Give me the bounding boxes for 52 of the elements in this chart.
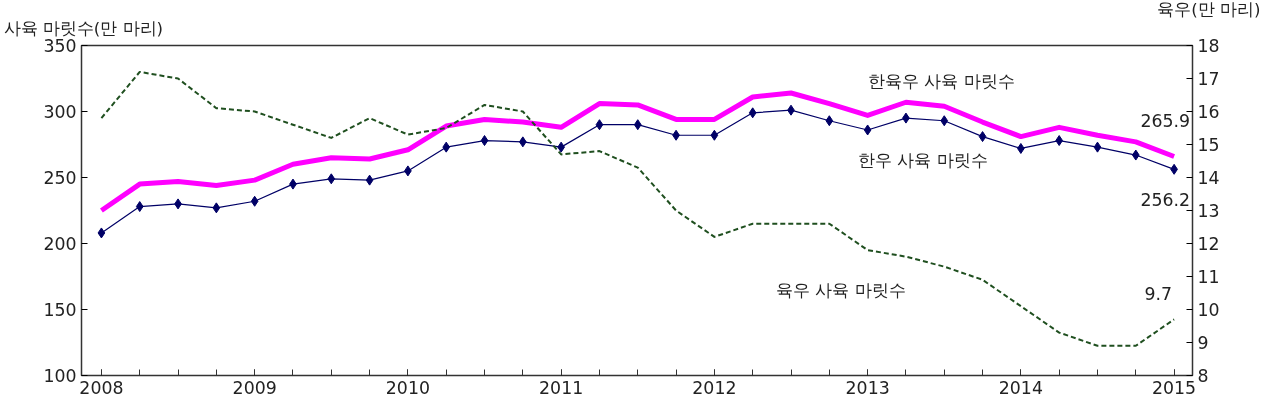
series-label: 한육우 사육 마릿수 (867, 71, 1015, 92)
y2-tick-label: 8 (1197, 366, 1209, 386)
y-tick-label: 200 (43, 234, 77, 254)
y2-tick-label: 11 (1197, 267, 1220, 287)
point (825, 115, 834, 127)
data-label: 9.7 (1144, 283, 1173, 304)
point (480, 135, 489, 147)
point (1055, 135, 1064, 147)
y2-tick-label: 15 (1197, 135, 1220, 155)
x-tick-label: 2009 (232, 377, 277, 398)
series-label: 한우 사육 마릿수 (857, 149, 988, 170)
y-tick-label: 150 (43, 300, 77, 320)
point (97, 227, 106, 239)
point (1131, 149, 1140, 161)
x-tick-label: 2011 (539, 377, 584, 398)
data-label: 265.9 (1140, 111, 1191, 132)
y2-tick-label: 16 (1197, 102, 1220, 122)
x-tick-label: 2013 (845, 377, 890, 398)
x-tick-label: 2014 (998, 377, 1043, 398)
point (710, 129, 719, 141)
y-tick-label: 350 (43, 36, 77, 56)
x-tick-label: 2012 (692, 377, 737, 398)
point (327, 173, 336, 185)
y2-tick-label: 18 (1197, 36, 1220, 56)
point (135, 201, 144, 213)
point (940, 115, 949, 127)
y2-tick-label: 14 (1197, 168, 1220, 188)
point (863, 124, 872, 136)
point (978, 131, 987, 143)
y2-tick-label: 10 (1197, 300, 1220, 320)
y2-tick-label: 17 (1197, 69, 1220, 89)
y-tick-label: 100 (43, 366, 77, 386)
y2-tick-label: 9 (1197, 333, 1209, 353)
y-tick-label: 300 (43, 102, 77, 122)
point (212, 202, 221, 214)
y-axis-title: 사육 마릿수(만 마리) (3, 18, 164, 38)
data-label: 256.2 (1140, 189, 1191, 210)
x-tick-label: 2008 (79, 377, 124, 398)
point (365, 174, 374, 186)
y2-tick-label: 13 (1197, 201, 1220, 221)
point (442, 141, 451, 153)
series-label: 육우 사육 마릿수 (775, 279, 906, 300)
x-tick-label: 2010 (385, 377, 430, 398)
x-tick-label: 2015 (1152, 377, 1197, 398)
point (595, 119, 604, 131)
y2-axis-title: 육우(만 마리) (1157, 0, 1261, 19)
y-tick-label: 250 (43, 168, 77, 188)
point (633, 119, 642, 131)
y2-tick-label: 12 (1197, 234, 1220, 254)
point (1093, 141, 1102, 153)
point (748, 107, 757, 119)
point (250, 195, 259, 207)
